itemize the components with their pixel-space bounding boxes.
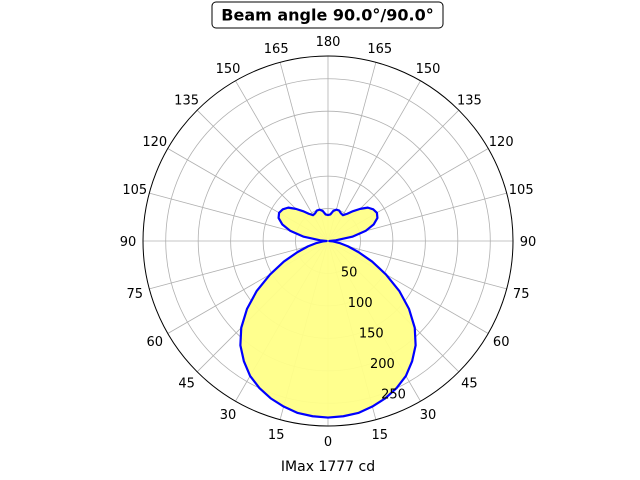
radial-tick-label-250: 250 [381, 388, 406, 403]
angle-label-15: 15 [372, 428, 389, 443]
angle-label-300: 60 [147, 335, 164, 350]
radial-tick-label-200: 200 [370, 357, 395, 372]
series-fill [240, 207, 416, 418]
angle-label-135: 135 [457, 94, 482, 109]
angle-label-345: 15 [268, 428, 285, 443]
angle-label-315: 45 [178, 376, 195, 391]
angle-label-270: 90 [120, 235, 137, 250]
chart-title-box: Beam angle 90.0°/90.0° [211, 1, 444, 29]
radial-tick-label-150: 150 [359, 327, 384, 342]
grid-spoke-75 [327, 240, 507, 290]
angle-label-75: 75 [513, 287, 530, 302]
angle-label-60: 60 [493, 335, 510, 350]
polar-frame [142, 55, 514, 427]
angle-label-195: 165 [264, 42, 289, 57]
angle-label-165: 165 [367, 42, 392, 57]
radial-tick-label-100: 100 [348, 296, 373, 311]
angle-label-120: 120 [489, 135, 514, 150]
angle-label-225: 135 [174, 94, 199, 109]
angle-tick-labels: 0 15 30 45 60 75 90 105 120 135 150 165 180 165 150 135… [120, 35, 537, 450]
angle-label-30: 30 [420, 408, 437, 423]
angle-label-105: 105 [509, 183, 534, 198]
angle-label-180: 180 [316, 35, 341, 50]
x-axis-label: IMax 1777 cd [281, 459, 375, 475]
angle-label-90: 90 [520, 235, 537, 250]
radial-tick-label-50: 50 [341, 266, 358, 281]
chart-title: Beam angle 90.0°/90.0° [221, 6, 433, 25]
angle-label-240: 120 [142, 135, 167, 150]
angle-label-330: 30 [220, 408, 237, 423]
angle-label-255: 105 [122, 183, 147, 198]
angle-label-0: 0 [324, 435, 332, 450]
radial-tick-labels: 50 100 150 200 250 [341, 266, 406, 403]
data-layer [239, 206, 417, 419]
grid-spoke-285 [149, 240, 329, 290]
angle-label-210: 150 [216, 62, 241, 77]
angle-label-45: 45 [461, 376, 478, 391]
angle-label-285: 75 [127, 287, 144, 302]
angle-label-150: 150 [416, 62, 441, 77]
series-line [239, 206, 417, 419]
